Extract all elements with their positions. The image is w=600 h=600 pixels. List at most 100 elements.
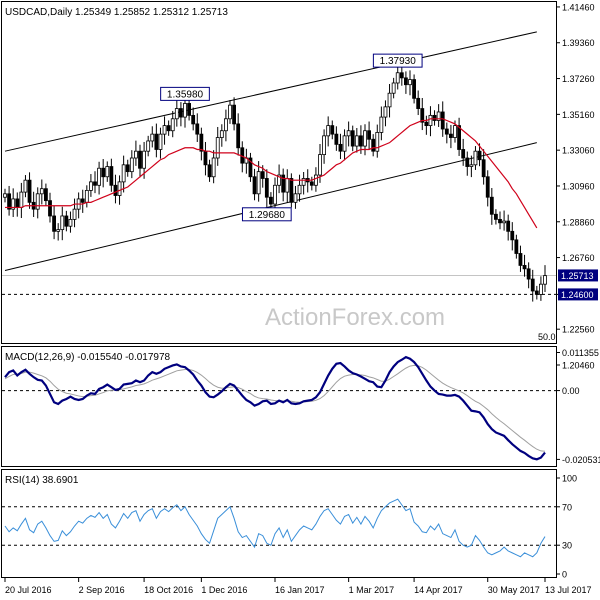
- candle-body: [166, 125, 171, 132]
- price-annotations: 1.35980 1.37930 1.29680: [160, 53, 423, 222]
- candle: [52, 205, 56, 240]
- candle: [481, 149, 486, 185]
- watermark: ActionForex.com: [265, 304, 445, 331]
- rsi-tick-label: 100: [562, 474, 577, 484]
- candle-body: [44, 188, 48, 202]
- candle: [469, 155, 474, 178]
- candle-body: [465, 157, 470, 167]
- moving-average: [5, 118, 538, 229]
- candle-body: [80, 198, 85, 203]
- annotation-label: 1.37930: [380, 56, 417, 67]
- candle: [236, 113, 241, 156]
- candle-body: [477, 150, 482, 161]
- current-price-tag-text: 1.25713: [561, 271, 594, 281]
- candle-body: [453, 125, 457, 138]
- candle-body: [342, 135, 347, 152]
- candle: [375, 124, 380, 158]
- candle-body: [232, 104, 236, 125]
- candle-body: [211, 157, 216, 178]
- candle-body: [383, 106, 388, 118]
- rsi-panel-frame: [1, 469, 557, 578]
- candle: [11, 188, 16, 218]
- candle: [428, 106, 433, 137]
- candle: [354, 127, 359, 153]
- candle: [539, 276, 543, 301]
- candle-body: [440, 111, 445, 130]
- candle: [371, 134, 376, 157]
- candle-body: [314, 174, 318, 186]
- candle: [162, 116, 167, 145]
- candle-body: [19, 191, 24, 208]
- candle-body: [142, 150, 146, 169]
- candle-body: [39, 188, 44, 195]
- candle: [113, 174, 118, 204]
- candle: [166, 120, 171, 136]
- candle-body: [293, 193, 298, 203]
- candle: [326, 116, 331, 147]
- macd-lines: [4, 355, 546, 461]
- candle-body: [330, 125, 335, 135]
- candle-body: [534, 290, 539, 295]
- candle: [138, 144, 142, 178]
- candle: [207, 159, 212, 182]
- price-tick-label: 1.37260: [562, 74, 595, 84]
- candle-body: [449, 133, 453, 138]
- candle-body: [489, 196, 494, 215]
- candle: [23, 175, 28, 198]
- candle: [191, 107, 196, 131]
- candle: [224, 109, 228, 142]
- candle-body: [322, 135, 326, 155]
- candle-body: [248, 157, 253, 178]
- candle-body: [469, 164, 474, 167]
- candle: [158, 127, 163, 159]
- macd-tick-label: -0.020531: [562, 455, 600, 465]
- candle-body: [289, 178, 294, 203]
- candle: [522, 254, 527, 277]
- candle: [506, 214, 511, 241]
- candle-body: [395, 72, 400, 84]
- candle-body: [117, 181, 122, 196]
- candle: [461, 138, 466, 166]
- candle-body: [260, 171, 265, 179]
- x-tick-label: 14 Apr 2017: [414, 585, 463, 595]
- candle-body: [154, 133, 159, 150]
- rsi-tick-label: 30: [562, 541, 572, 551]
- candle-body: [514, 239, 519, 254]
- candle: [154, 123, 159, 158]
- candle-body: [457, 125, 461, 150]
- candle-body: [52, 215, 56, 232]
- candle-body: [530, 278, 535, 292]
- candle: [543, 265, 547, 293]
- support-price-tag: 1.24600: [558, 288, 598, 301]
- candle: [424, 115, 429, 135]
- candle: [277, 164, 281, 194]
- candle: [80, 189, 85, 213]
- candles: [3, 62, 547, 302]
- current-price-tag: 1.25713: [558, 269, 598, 282]
- x-tick-label: 30 May 2017: [488, 585, 540, 595]
- annotation-label: 1.29680: [249, 210, 286, 221]
- candle-body: [391, 82, 396, 94]
- price-tick-label: 1.20460: [562, 360, 595, 370]
- candle: [195, 113, 200, 142]
- candle: [534, 285, 539, 300]
- candle-body: [334, 133, 339, 145]
- candle: [269, 192, 273, 210]
- candle-body: [256, 171, 261, 195]
- candle-body: [174, 108, 179, 120]
- candle-body: [379, 116, 384, 133]
- candle: [387, 84, 392, 118]
- candle: [494, 209, 498, 225]
- candle-body: [309, 181, 314, 186]
- x-tick-label: 1 Mar 2017: [349, 585, 395, 595]
- candle: [7, 185, 11, 216]
- candle: [436, 104, 441, 127]
- candle-body: [510, 230, 515, 241]
- rsi-line: [4, 498, 546, 558]
- candle-body: [461, 149, 466, 159]
- price-y-axis: 1.41460 1.39360 1.37260 1.35160 1.33060 1.309…: [556, 2, 595, 370]
- candle-body: [48, 200, 52, 217]
- candle-body: [109, 166, 114, 186]
- candle: [383, 100, 388, 127]
- candle-body: [158, 133, 163, 150]
